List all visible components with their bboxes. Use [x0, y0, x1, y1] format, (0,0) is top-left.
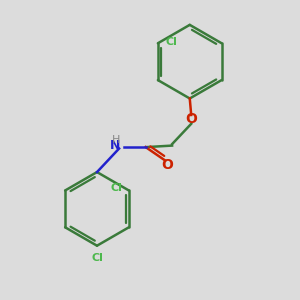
Text: Cl: Cl: [165, 37, 177, 47]
Text: O: O: [162, 158, 174, 172]
Text: Cl: Cl: [110, 182, 122, 193]
Text: Cl: Cl: [91, 253, 103, 263]
Text: H: H: [112, 135, 120, 145]
Text: O: O: [185, 112, 197, 126]
Text: N: N: [110, 139, 121, 152]
